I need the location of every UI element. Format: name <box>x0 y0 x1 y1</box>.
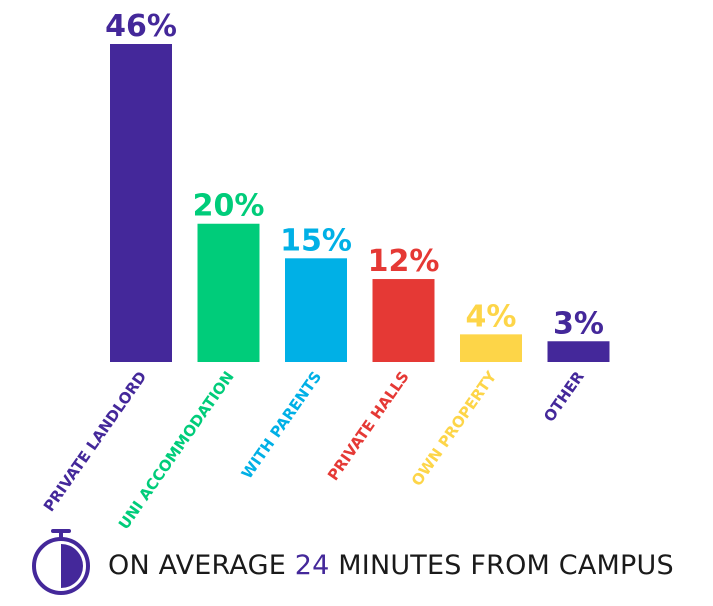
category-label-with-parents: WITH PARENTS <box>238 368 325 482</box>
footer-suffix: MINUTES FROM CAMPUS <box>329 550 674 581</box>
category-label-own-property: OWN PROPERTY <box>408 367 501 489</box>
bar-private-halls <box>372 279 435 362</box>
category-label-private-landlord: PRIVATE LANDLORD <box>40 368 150 515</box>
bar-uni-accommodation <box>197 223 260 362</box>
bars-group <box>110 44 610 362</box>
stopwatch-icon <box>32 529 90 595</box>
bar-other <box>547 341 610 362</box>
value-labels-group: 46% 20% 15% 12% 4% 3% <box>105 9 604 341</box>
footer: ON AVERAGE 24 MINUTES FROM CAMPUS <box>30 528 710 600</box>
bar-with-parents <box>285 258 347 362</box>
value-label-uni-accommodation: 20% <box>193 189 265 224</box>
category-label-private-halls: PRIVATE HALLS <box>324 368 413 484</box>
value-label-with-parents: 15% <box>280 223 352 258</box>
bar-private-landlord <box>110 44 172 362</box>
footer-minutes-value: 24 <box>294 550 330 581</box>
value-label-private-landlord: 46% <box>105 9 177 44</box>
value-label-own-property: 4% <box>466 299 517 334</box>
footer-text: ON AVERAGE 24 MINUTES FROM CAMPUS <box>108 550 674 581</box>
bar-own-property <box>460 334 522 362</box>
category-label-other: OTHER <box>540 368 588 426</box>
footer-prefix: ON AVERAGE <box>108 550 295 581</box>
value-label-other: 3% <box>553 306 604 341</box>
value-label-private-halls: 12% <box>368 244 440 279</box>
